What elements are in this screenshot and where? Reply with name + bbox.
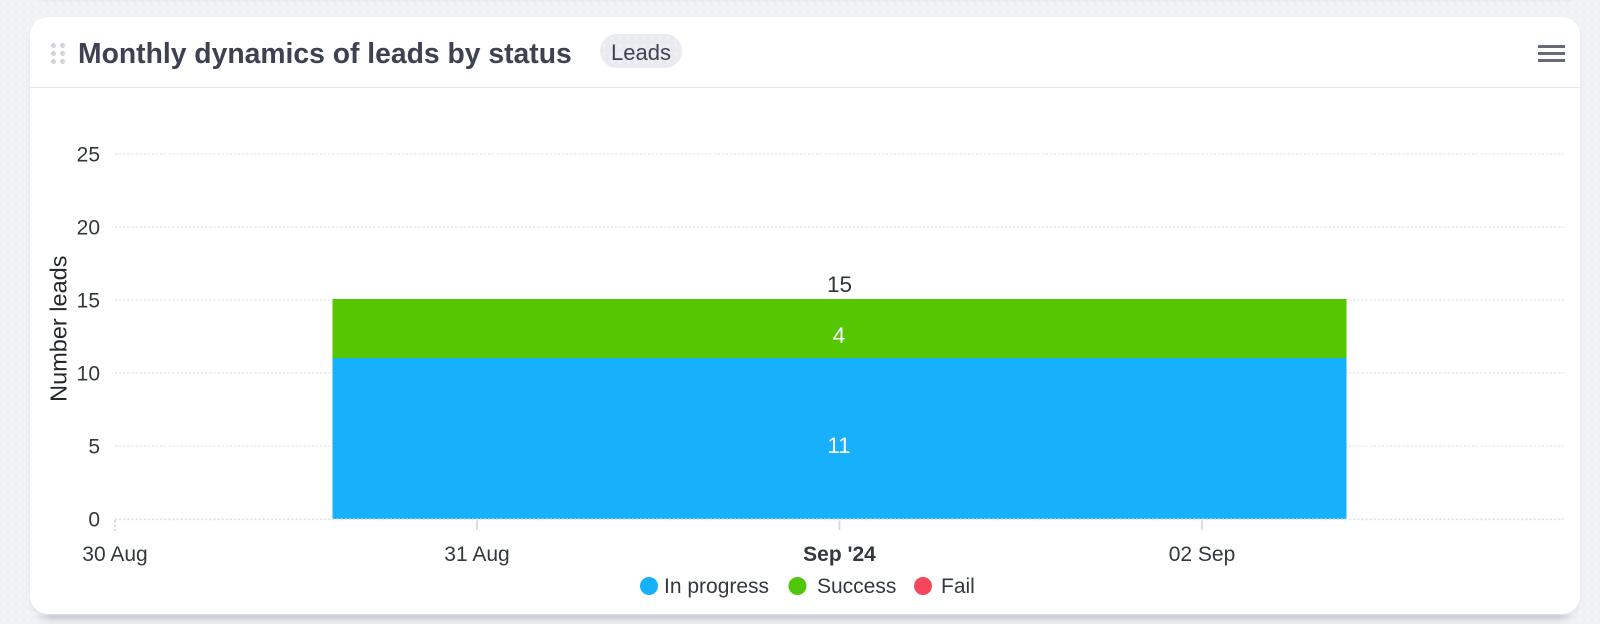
svg-text:0: 0: [88, 509, 100, 532]
svg-text:20: 20: [77, 217, 100, 240]
svg-text:10: 10: [77, 363, 100, 386]
svg-text:15: 15: [77, 290, 100, 313]
svg-text:5: 5: [88, 436, 100, 459]
svg-text:31 Aug: 31 Aug: [444, 543, 509, 566]
svg-text:11: 11: [827, 433, 850, 458]
svg-text:Fail: Fail: [941, 575, 975, 598]
svg-text:Success: Success: [817, 575, 896, 598]
svg-text:02 Sep: 02 Sep: [1169, 543, 1236, 566]
svg-text:30 Aug: 30 Aug: [82, 543, 147, 566]
svg-text:25: 25: [77, 144, 100, 167]
svg-text:In progress: In progress: [664, 575, 769, 598]
svg-text:Number leads: Number leads: [45, 256, 71, 402]
svg-text:Sep '24: Sep '24: [803, 543, 876, 566]
svg-text:15: 15: [827, 272, 852, 297]
svg-text:4: 4: [833, 323, 846, 348]
